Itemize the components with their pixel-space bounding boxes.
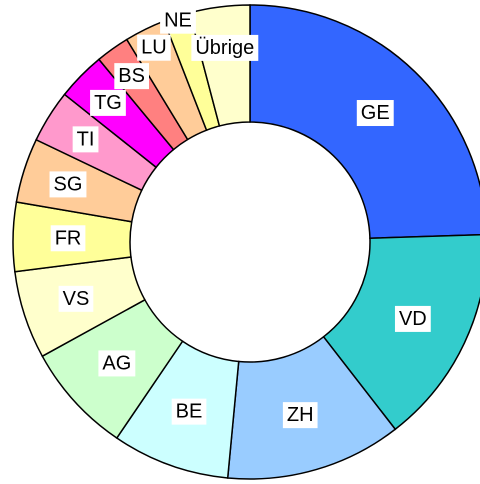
slice-label: SG (54, 173, 83, 195)
slice-label: VS (63, 288, 90, 310)
label-box (160, 7, 196, 34)
slice (322, 234, 480, 431)
slice-label: TI (77, 128, 95, 150)
slice-label: AG (102, 352, 131, 374)
slice-label: ZH (287, 404, 314, 426)
slice-label: VD (399, 308, 427, 330)
slice-label: BS (118, 65, 145, 87)
slice-label: LU (141, 37, 167, 59)
label-box (394, 305, 431, 332)
label-box (72, 126, 99, 153)
slice-label: NE (164, 10, 192, 32)
label-box (90, 89, 126, 116)
label-box (50, 225, 86, 252)
slice-label: TG (94, 92, 122, 114)
slice-label: BE (176, 401, 203, 423)
label-box (171, 398, 207, 425)
slice-label: Übrige (195, 37, 254, 59)
label-box (137, 34, 171, 61)
label-box (58, 285, 94, 312)
label-box (282, 402, 318, 429)
slice-label: GE (361, 102, 390, 124)
label-box (356, 100, 394, 127)
label-box (98, 350, 136, 377)
slice-label: FR (55, 227, 82, 249)
label-box (114, 63, 149, 90)
label-box (49, 171, 87, 198)
label-box (191, 34, 259, 61)
